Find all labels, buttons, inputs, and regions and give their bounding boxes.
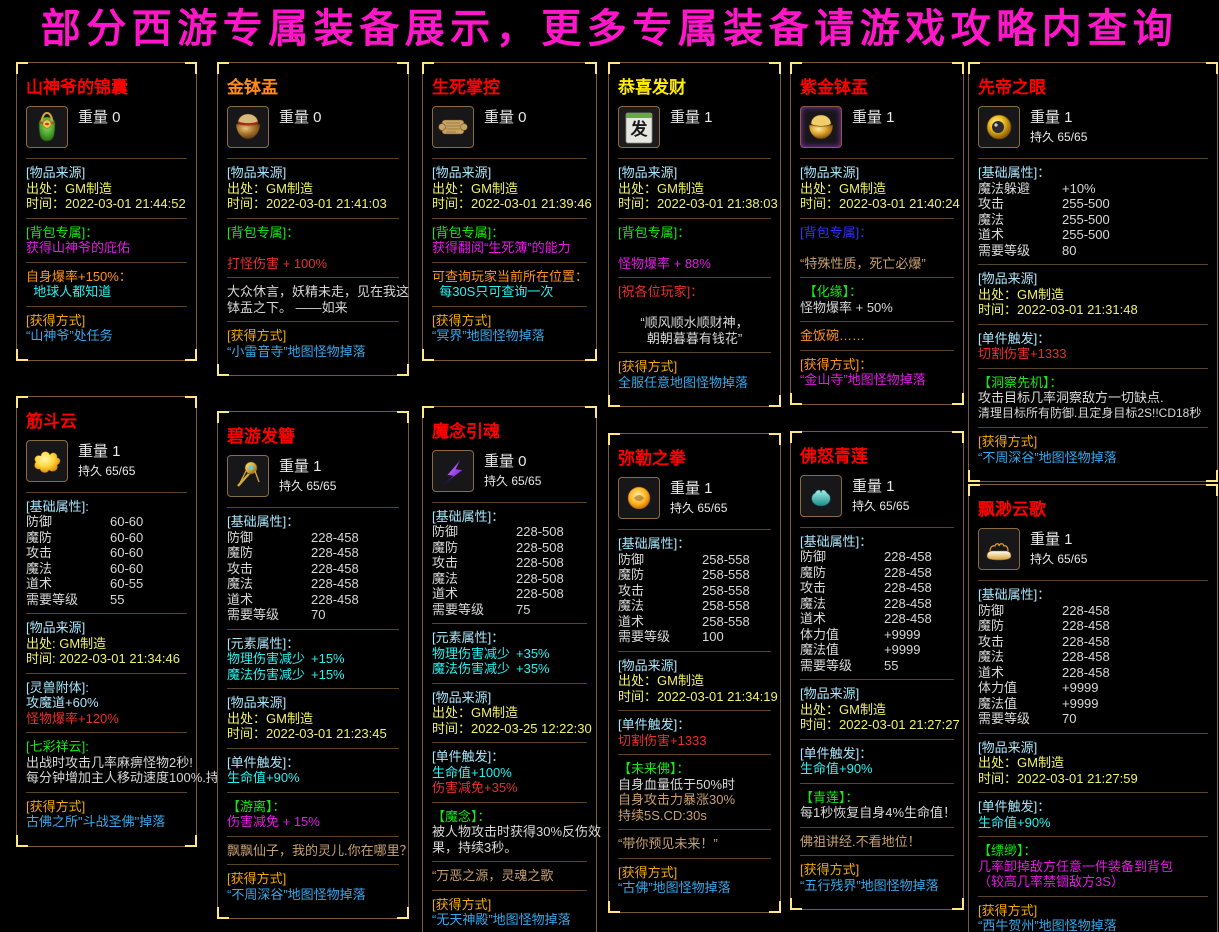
svg-text:发: 发 — [630, 119, 649, 139]
